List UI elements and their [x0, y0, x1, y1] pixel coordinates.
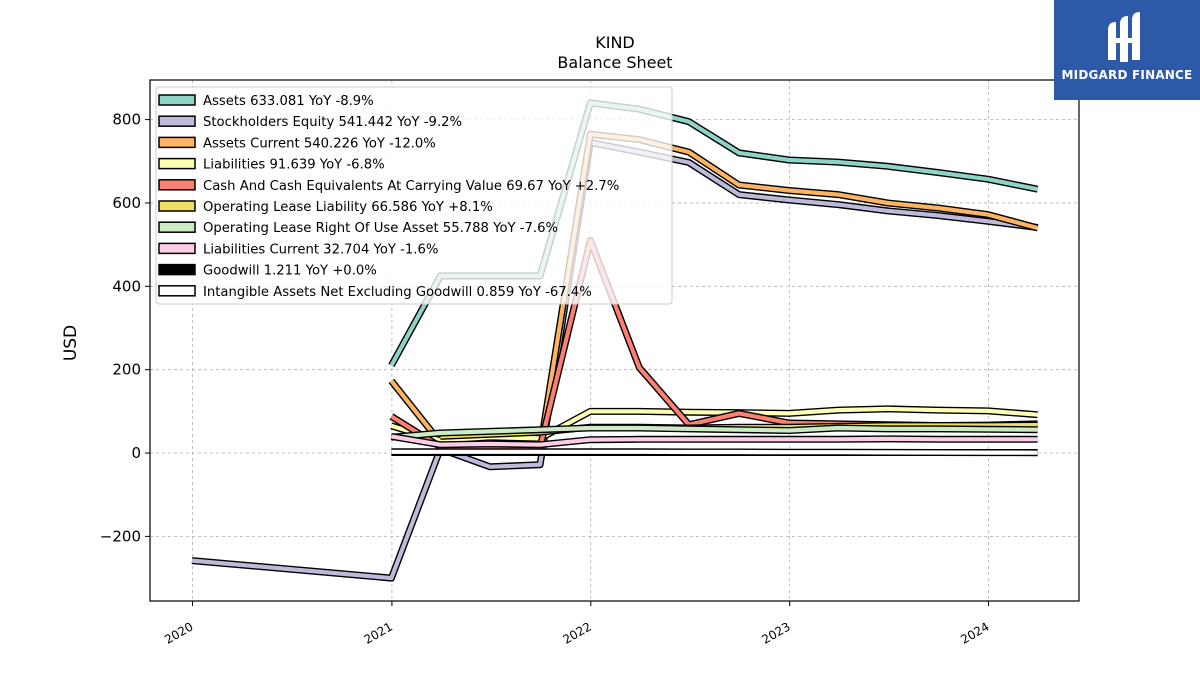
y-tick-label: 0 — [131, 444, 141, 462]
legend-entry: Operating Lease Right Of Use Asset 55.78… — [203, 221, 558, 236]
x-tick-label: 2021 — [362, 619, 395, 646]
legend-swatch — [158, 179, 196, 191]
plot-frame — [149, 79, 1080, 602]
y-tick-label: 800 — [112, 111, 141, 129]
legend-swatch — [158, 136, 196, 149]
series-liabilities-current — [390, 432, 1038, 449]
legend-entry: Liabilities Current 32.704 YoY -1.6% — [203, 242, 438, 257]
y-tick-label: 600 — [112, 194, 141, 212]
x-tick-label: 2023 — [759, 619, 792, 646]
x-tick-label: 2022 — [560, 619, 593, 646]
legend-swatch — [158, 285, 196, 297]
logo-text: MIDGARD FINANCE — [1061, 68, 1193, 82]
legend-entry: Goodwill 1.211 YoY +0.0% — [203, 264, 377, 279]
legend-entry: Assets Current 540.226 YoY -12.0% — [203, 136, 436, 151]
legend-swatch — [158, 94, 196, 106]
legend-entry: Cash And Cash Equivalents At Carrying Va… — [203, 179, 619, 194]
legend-entry: Intangible Assets Net Excluding Goodwill… — [203, 285, 592, 300]
legend-swatch — [158, 263, 196, 276]
brand-logo: MIDGARD FINANCE — [1054, 0, 1200, 100]
x-tick-label: 2024 — [958, 619, 991, 646]
y-tick-label: −200 — [100, 527, 141, 545]
y-tick-label: 200 — [112, 361, 141, 379]
axis-ticks: 2020 2021 2022 2023 2024 −200 0 200 400 600 800 — [100, 111, 992, 647]
x-tick-label: 2020 — [162, 619, 195, 646]
legend-entry: Operating Lease Liability 66.586 YoY +8.… — [203, 200, 493, 215]
legend-frame — [155, 86, 673, 305]
chart-title: KIND — [595, 33, 635, 52]
legend-swatch — [158, 115, 196, 127]
legend-entry: Liabilities 91.639 YoY -6.8% — [203, 158, 385, 173]
series-line — [391, 434, 1038, 447]
legend-swatch — [158, 200, 196, 212]
legend-swatch — [158, 157, 196, 170]
series-operating-lease-right-of-use-asset — [391, 424, 1038, 441]
series-intangible-assets-net-excluding-goodwill — [391, 448, 1038, 457]
series-line — [391, 425, 1038, 440]
legend-swatch — [158, 221, 196, 233]
series-line — [391, 449, 1038, 455]
chart-subtitle: Balance Sheet — [557, 53, 672, 72]
midgard-logo-icon — [1108, 12, 1140, 62]
legend: Assets 633.081 YoY -8.9% Stockholders Equ… — [155, 86, 673, 305]
y-tick-label: 400 — [112, 277, 141, 295]
legend-entry: Assets 633.081 YoY -8.9% — [203, 94, 374, 109]
legend-swatch — [158, 242, 196, 255]
legend-entry: Stockholders Equity 541.442 YoY -9.2% — [203, 115, 462, 130]
y-axis-label: USD — [61, 325, 81, 361]
